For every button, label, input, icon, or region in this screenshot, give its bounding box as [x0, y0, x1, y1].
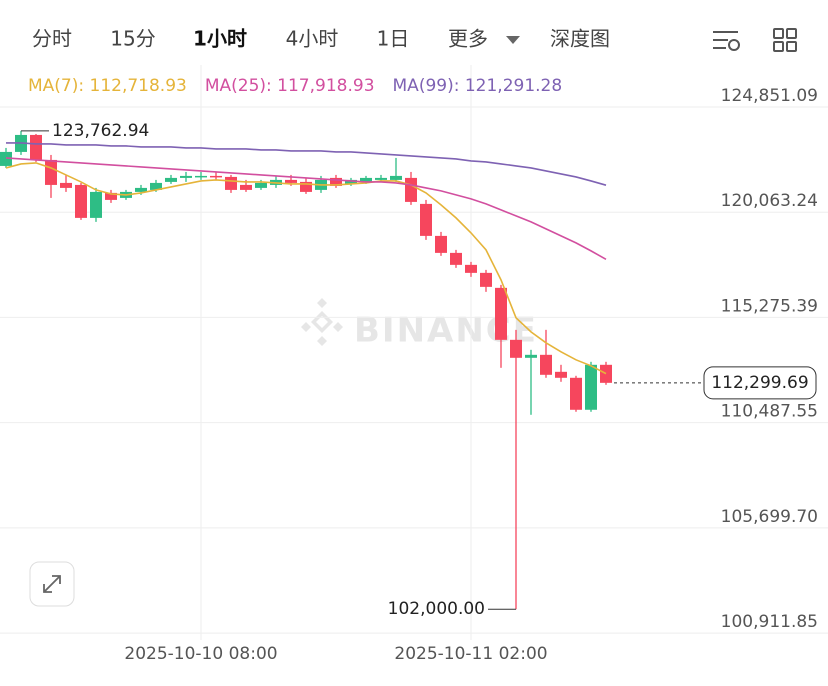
tab[interactable]: 4小时 [286, 27, 339, 51]
last-price-label: 112,299.69 [711, 373, 808, 393]
candle-body [555, 371, 567, 378]
candle-body [285, 179, 297, 183]
candle-body [90, 191, 102, 218]
candle-body [600, 364, 612, 383]
y-tick-label: 110,487.55 [721, 402, 818, 422]
tab[interactable]: 15分 [110, 27, 155, 51]
candle-body [525, 354, 537, 358]
candle-body [165, 177, 177, 182]
tab[interactable]: 1小时 [193, 27, 247, 51]
ma-line [6, 142, 607, 186]
tab[interactable]: 分时 [32, 27, 72, 51]
last-price-box [703, 366, 817, 400]
candle-body [420, 203, 432, 236]
candle-body [255, 182, 267, 188]
candle-body [105, 192, 117, 200]
watermark-logo [301, 298, 343, 346]
legend-entry: MA(7): 112,718.93 [28, 76, 187, 96]
y-tick-label: 120,063.24 [721, 191, 818, 211]
tab[interactable]: 更多 [448, 27, 488, 51]
candle-body [585, 364, 597, 410]
candle-body [510, 339, 522, 358]
candle-body [45, 159, 57, 185]
annotation-label: 123,762.94 [52, 121, 149, 141]
expand-button[interactable] [29, 561, 75, 607]
y-tick-label: 105,699.70 [721, 507, 818, 527]
candle-body [75, 184, 87, 218]
candle-body [225, 176, 237, 190]
ma-line [5, 162, 607, 375]
candle-body [570, 377, 582, 410]
candle-body [180, 175, 192, 178]
candle-body [480, 272, 492, 287]
candle-body [390, 175, 402, 180]
y-tick-label: 124,851.09 [721, 86, 818, 106]
candle-body [300, 181, 312, 192]
ma-line [5, 157, 607, 261]
candle-body [330, 177, 342, 186]
candle-body [240, 184, 252, 190]
y-tick-label: 115,275.39 [721, 296, 818, 316]
candle-body [195, 175, 207, 178]
layout-icon[interactable] [773, 28, 797, 52]
candle-body [450, 252, 462, 265]
candle-body [0, 151, 12, 166]
candle-body [60, 182, 72, 188]
candle-body [345, 179, 357, 184]
candle-body [495, 287, 507, 340]
candle-body [465, 264, 477, 273]
dropdown-arrow[interactable] [506, 36, 520, 44]
candle-body [135, 187, 147, 192]
candle-body [210, 175, 222, 178]
candle-body [360, 177, 372, 182]
candle-body [150, 182, 162, 190]
x-tick-label: 2025-10-11 02:00 [394, 644, 547, 664]
tab[interactable]: 1日 [377, 27, 410, 51]
x-tick-label: 2025-10-10 08:00 [124, 644, 277, 664]
tab[interactable]: 深度图 [550, 27, 610, 51]
candle-body [30, 134, 42, 160]
legend-entry: MA(99): 121,291.28 [393, 76, 563, 96]
candle-body [375, 177, 387, 180]
candle-body [405, 177, 417, 202]
settings-icon[interactable] [713, 31, 740, 51]
y-tick-label: 100,911.85 [721, 612, 818, 632]
annotation-label: 102,000.00 [388, 599, 485, 619]
legend-entry: MA(25): 117,918.93 [205, 76, 375, 96]
candle-body [435, 235, 447, 253]
candle-body [540, 354, 552, 375]
